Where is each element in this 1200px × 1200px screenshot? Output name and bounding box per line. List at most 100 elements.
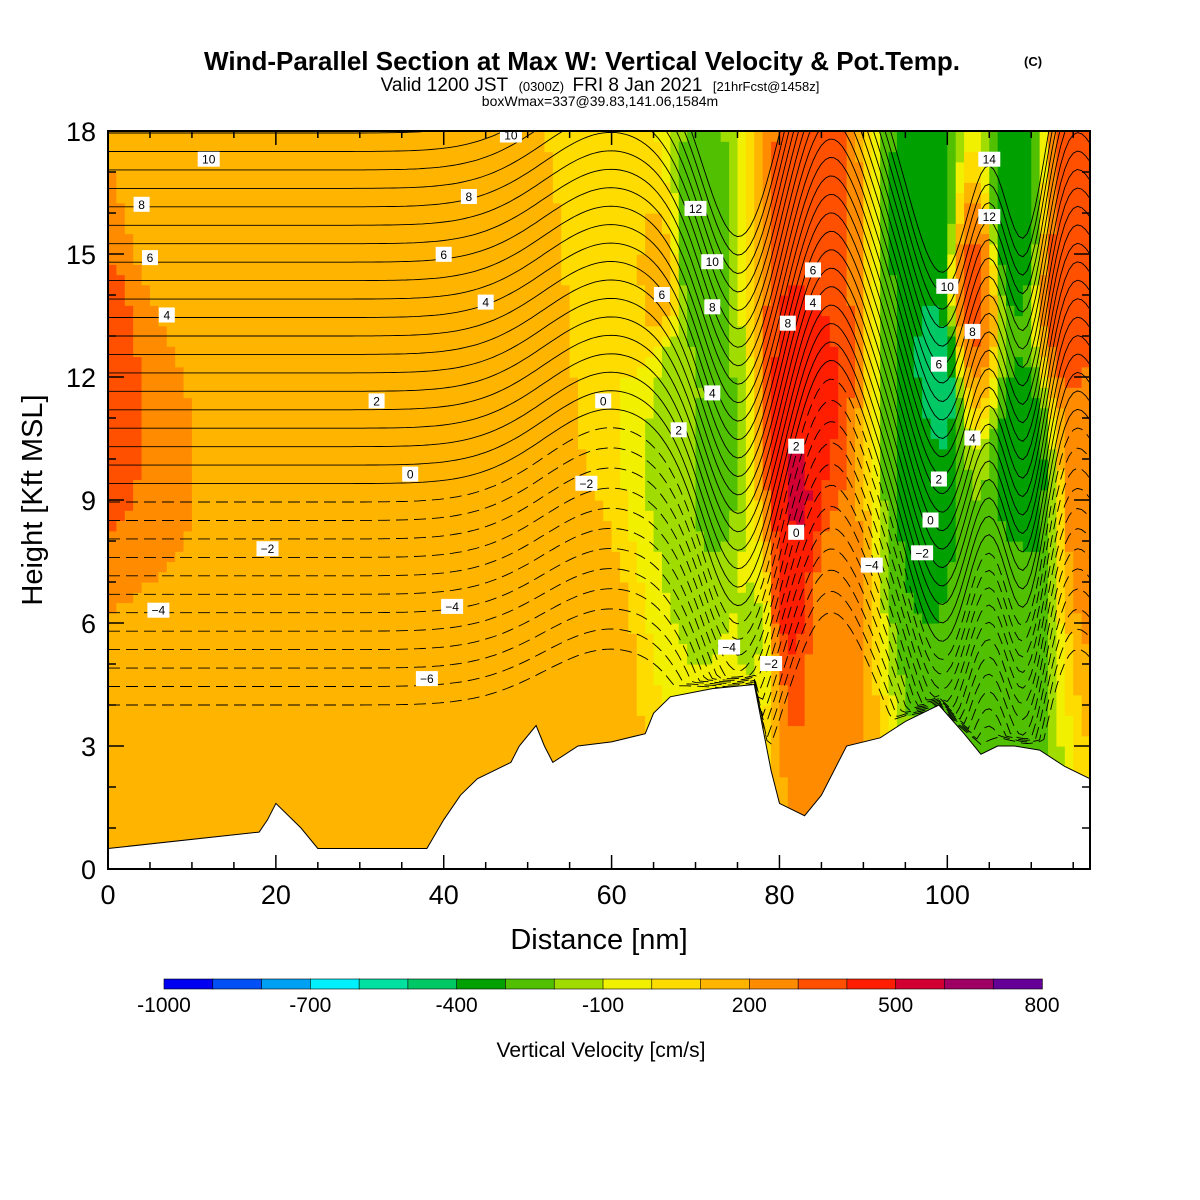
velocity-cell	[678, 356, 688, 368]
velocity-cell	[611, 705, 621, 716]
velocity-cell	[426, 141, 436, 153]
velocity-cell	[519, 500, 529, 511]
velocity-cell	[334, 366, 344, 378]
velocity-cell	[175, 725, 185, 737]
velocity-cell	[267, 756, 277, 768]
velocity-cell	[619, 582, 629, 593]
velocity-cell	[175, 377, 185, 388]
velocity-cell	[384, 633, 394, 645]
velocity-cell	[175, 664, 185, 675]
velocity-cell	[200, 592, 210, 604]
velocity-cell	[426, 325, 436, 337]
velocity-cell	[334, 284, 344, 296]
velocity-cell	[242, 725, 252, 737]
velocity-cell	[611, 438, 621, 450]
velocity-cell	[594, 448, 604, 460]
velocity-cell	[611, 131, 621, 142]
velocity-cell	[250, 715, 260, 727]
velocity-cell	[603, 479, 613, 491]
velocity-cell	[116, 807, 126, 819]
velocity-cell	[267, 397, 277, 409]
velocity-cell	[343, 346, 352, 358]
velocity-cell	[561, 612, 571, 624]
velocity-cell	[225, 274, 235, 286]
velocity-cell	[217, 602, 227, 614]
velocity-cell	[468, 725, 478, 737]
velocity-cell	[653, 674, 663, 686]
velocity-cell	[183, 295, 193, 306]
velocity-cell	[594, 141, 604, 153]
velocity-cell	[527, 489, 537, 501]
velocity-cell	[343, 428, 352, 440]
velocity-cell	[544, 510, 554, 522]
velocity-cell	[561, 582, 571, 593]
velocity-cell	[443, 305, 453, 317]
velocity-cell	[494, 459, 504, 470]
velocity-cell	[426, 500, 436, 511]
velocity-cell	[317, 623, 327, 634]
velocity-cell	[544, 141, 554, 153]
velocity-cell	[561, 489, 571, 501]
velocity-cell	[678, 489, 688, 501]
velocity-cell	[452, 633, 462, 645]
velocity-cell	[586, 284, 596, 296]
velocity-cell	[594, 295, 604, 306]
velocity-cell	[628, 172, 638, 183]
velocity-cell	[426, 756, 436, 768]
velocity-cell	[376, 346, 386, 358]
velocity-cell	[275, 787, 285, 798]
velocity-cell	[284, 653, 294, 665]
velocity-cell	[301, 582, 311, 593]
velocity-cell	[636, 561, 646, 573]
velocity-cell	[309, 428, 319, 440]
velocity-cell	[225, 489, 235, 501]
velocity-cell	[519, 284, 529, 296]
velocity-cell	[645, 161, 655, 173]
velocity-cell	[108, 520, 117, 532]
velocity-cell	[233, 305, 243, 317]
velocity-cell	[175, 746, 185, 757]
velocity-cell	[536, 674, 546, 686]
velocity-cell	[611, 582, 621, 593]
velocity-cell	[477, 377, 487, 388]
velocity-cell	[275, 356, 285, 368]
velocity-cell	[292, 735, 302, 747]
velocity-cell	[460, 448, 470, 460]
velocity-cell	[578, 643, 588, 655]
velocity-cell	[250, 530, 260, 542]
velocity-cell	[578, 182, 588, 194]
velocity-cell	[452, 694, 462, 706]
velocity-cell	[619, 264, 629, 276]
velocity-cell	[217, 561, 227, 573]
velocity-cell	[317, 510, 327, 522]
velocity-cell	[460, 520, 470, 532]
velocity-cell	[343, 336, 352, 347]
velocity-cell	[233, 151, 243, 163]
velocity-cell	[158, 336, 168, 347]
velocity-cell	[494, 315, 504, 327]
velocity-cell	[191, 459, 201, 470]
velocity-cell	[116, 274, 126, 286]
velocity-cell	[670, 182, 680, 194]
velocity-cell	[661, 336, 671, 347]
velocity-cell	[384, 571, 394, 583]
velocity-cell	[661, 582, 671, 593]
velocity-cell	[108, 295, 117, 306]
velocity-cell	[275, 366, 285, 378]
velocity-cell	[141, 161, 151, 173]
velocity-cell	[670, 131, 680, 142]
velocity-cell	[133, 571, 143, 583]
velocity-cell	[183, 448, 193, 460]
velocity-cell	[510, 489, 520, 501]
velocity-cell	[611, 397, 621, 409]
velocity-cell	[292, 366, 302, 378]
velocity-cell	[191, 725, 201, 737]
velocity-cell	[233, 715, 243, 727]
velocity-cell	[636, 233, 646, 245]
velocity-cell	[426, 787, 436, 798]
velocity-cell	[401, 489, 411, 501]
velocity-cell	[217, 489, 227, 501]
velocity-cell	[242, 674, 252, 686]
velocity-cell	[477, 653, 487, 665]
velocity-cell	[645, 315, 655, 327]
